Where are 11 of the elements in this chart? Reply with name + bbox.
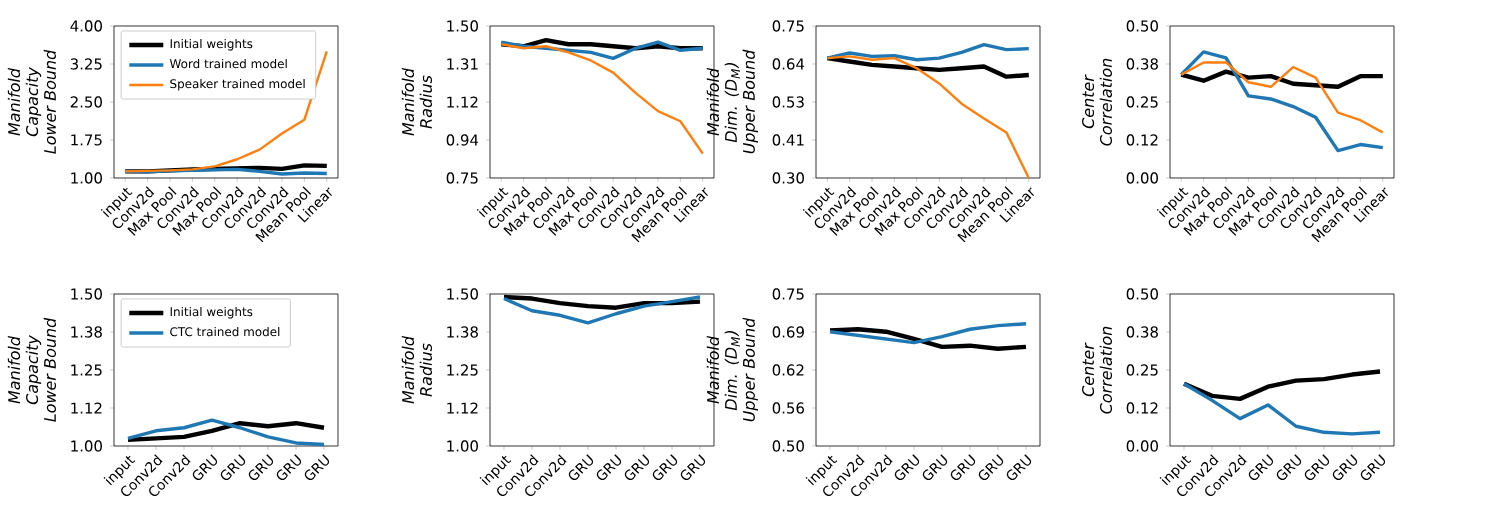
- line-series: [825, 55, 1031, 79]
- line-series: [826, 55, 1030, 180]
- line-series: [827, 327, 1029, 351]
- line-series: [825, 42, 1031, 62]
- line-series: [500, 43, 704, 155]
- line-series: [124, 50, 328, 173]
- line-series: [1182, 381, 1382, 436]
- line-series: [502, 295, 702, 325]
- line-series: [1181, 369, 1383, 402]
- line-series: [1179, 50, 1385, 153]
- line-series: [1180, 61, 1384, 134]
